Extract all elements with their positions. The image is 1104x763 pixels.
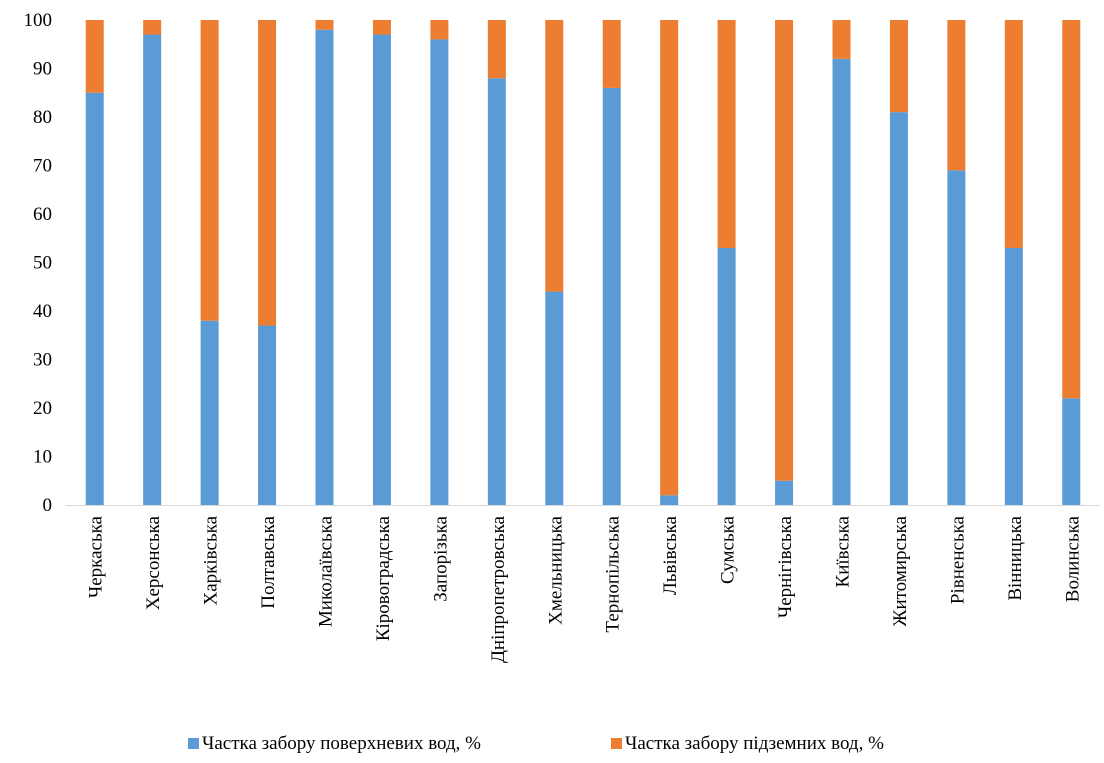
bar-surface-water — [1004, 247, 1023, 505]
bar-groundwater — [717, 20, 736, 248]
x-tick-label: Миколаївська — [316, 515, 337, 627]
bar-groundwater — [430, 20, 449, 40]
bar-surface-water — [85, 92, 104, 505]
x-tick-label: Хмельницька — [545, 515, 566, 624]
bar-surface-water — [315, 29, 334, 505]
legend-swatch-groundwater — [611, 738, 622, 749]
bar-surface-water — [660, 495, 679, 505]
bar-surface-water — [889, 112, 908, 506]
y-tick-label: 60 — [33, 204, 52, 225]
y-tick-label: 80 — [33, 107, 52, 128]
bar-surface-water — [545, 291, 564, 505]
bar-groundwater — [545, 20, 564, 292]
bar-groundwater — [889, 20, 908, 113]
y-tick-label: 50 — [33, 253, 52, 274]
x-tick-label: Дніпропетровська — [488, 515, 509, 663]
bar-surface-water — [947, 170, 966, 505]
bar-groundwater — [832, 20, 851, 59]
bar-groundwater — [315, 20, 334, 30]
x-tick-label: Сумська — [718, 515, 739, 584]
bars — [85, 20, 1081, 506]
y-tick-label: 30 — [33, 350, 52, 371]
x-tick-label: Вінницька — [1005, 515, 1026, 600]
bar-surface-water — [775, 480, 794, 505]
y-axis: 0 10 20 30 40 50 60 70 80 90 100 — [24, 10, 53, 516]
x-tick-label: Волинська — [1062, 515, 1083, 602]
bar-surface-water — [602, 87, 621, 506]
bar-groundwater — [775, 20, 794, 481]
y-tick-label: 100 — [24, 10, 53, 31]
bar-surface-water — [200, 320, 219, 505]
bar-surface-water — [832, 58, 851, 506]
x-tick-label: Рівненська — [947, 515, 968, 604]
x-tick-label: Запорізька — [430, 515, 451, 601]
y-tick-label: 20 — [33, 398, 52, 419]
bar-groundwater — [1062, 20, 1081, 399]
bar-surface-water — [372, 34, 391, 506]
bar-groundwater — [947, 20, 966, 171]
bar-groundwater — [258, 20, 277, 326]
bar-groundwater — [143, 20, 162, 35]
y-tick-label: 70 — [33, 156, 52, 177]
legend: Частка забору поверхневих вод, % Частка з… — [188, 733, 884, 754]
y-tick-label: 90 — [33, 59, 52, 80]
bar-groundwater — [372, 20, 391, 35]
bar-surface-water — [487, 78, 506, 505]
x-tick-label: Харківська — [201, 515, 222, 605]
legend-swatch-surface-water — [188, 738, 199, 749]
bar-surface-water — [1062, 398, 1081, 505]
y-tick-label: 10 — [33, 447, 52, 468]
bar-groundwater — [602, 20, 621, 88]
y-tick-label: 0 — [43, 495, 53, 516]
bar-groundwater — [487, 20, 506, 79]
bar-surface-water — [430, 39, 449, 506]
x-tick-label: Полтавська — [258, 515, 279, 608]
bar-groundwater — [660, 20, 679, 496]
x-tick-label: Чернігівська — [775, 515, 796, 618]
legend-label-surface-water: Частка забору поверхневих вод, % — [202, 733, 481, 754]
y-tick-label: 40 — [33, 301, 52, 322]
legend-label-groundwater: Частка забору підземних вод, % — [625, 733, 884, 754]
bar-groundwater — [200, 20, 219, 321]
x-tick-label: Кіровоградська — [373, 515, 394, 641]
x-axis: Черкаська Херсонська Харківська Полтавська М… — [66, 505, 1100, 663]
bar-surface-water — [717, 247, 736, 505]
x-tick-label: Черкаська — [86, 515, 107, 598]
bar-groundwater — [85, 20, 104, 93]
bar-surface-water — [258, 325, 277, 505]
x-tick-label: Львівська — [660, 515, 681, 595]
x-tick-label: Херсонська — [143, 515, 164, 610]
bar-surface-water — [143, 34, 162, 506]
x-tick-label: Київська — [833, 515, 854, 587]
x-tick-label: Тернопільська — [603, 515, 624, 632]
bar-groundwater — [1004, 20, 1023, 248]
x-tick-label: Житомирська — [890, 515, 911, 626]
